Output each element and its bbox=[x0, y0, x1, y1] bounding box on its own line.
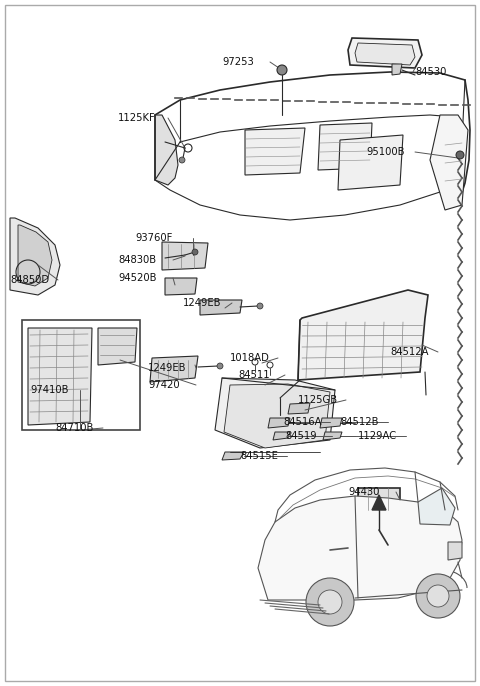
Text: 1249EB: 1249EB bbox=[148, 363, 187, 373]
Text: 1129AC: 1129AC bbox=[358, 431, 397, 441]
Polygon shape bbox=[392, 64, 402, 75]
Circle shape bbox=[416, 574, 460, 618]
Circle shape bbox=[217, 363, 223, 369]
Polygon shape bbox=[222, 452, 244, 460]
Polygon shape bbox=[418, 488, 455, 525]
Polygon shape bbox=[162, 242, 208, 270]
Text: 84830B: 84830B bbox=[118, 255, 156, 265]
Text: 94430: 94430 bbox=[348, 487, 379, 497]
Text: 84511: 84511 bbox=[238, 370, 270, 380]
Polygon shape bbox=[98, 328, 137, 365]
Text: 84530: 84530 bbox=[415, 67, 446, 77]
Text: 97420: 97420 bbox=[148, 380, 180, 390]
Polygon shape bbox=[150, 356, 198, 382]
Text: 84519: 84519 bbox=[285, 431, 317, 441]
Circle shape bbox=[306, 578, 354, 626]
Polygon shape bbox=[320, 418, 342, 428]
Circle shape bbox=[318, 590, 342, 614]
Polygon shape bbox=[298, 290, 428, 380]
Polygon shape bbox=[10, 218, 60, 295]
Text: 84710B: 84710B bbox=[55, 423, 94, 433]
Text: 84512A: 84512A bbox=[390, 347, 429, 357]
Polygon shape bbox=[348, 38, 422, 68]
Polygon shape bbox=[245, 128, 305, 175]
Polygon shape bbox=[358, 488, 400, 510]
Text: 84512B: 84512B bbox=[340, 417, 379, 427]
Polygon shape bbox=[258, 496, 462, 600]
Polygon shape bbox=[430, 115, 468, 210]
Polygon shape bbox=[372, 495, 386, 510]
Polygon shape bbox=[224, 384, 330, 448]
Polygon shape bbox=[318, 123, 372, 170]
Text: 97410B: 97410B bbox=[30, 385, 69, 395]
Text: 84850D: 84850D bbox=[10, 275, 49, 285]
Text: 94520B: 94520B bbox=[118, 273, 156, 283]
Circle shape bbox=[179, 157, 185, 163]
Polygon shape bbox=[273, 432, 290, 440]
Polygon shape bbox=[155, 115, 178, 185]
Circle shape bbox=[277, 65, 287, 75]
Text: 1125GB: 1125GB bbox=[298, 395, 338, 405]
Polygon shape bbox=[215, 378, 335, 448]
Polygon shape bbox=[200, 300, 242, 315]
Circle shape bbox=[257, 303, 263, 309]
Text: 93760F: 93760F bbox=[135, 233, 172, 243]
Circle shape bbox=[456, 151, 464, 159]
Polygon shape bbox=[28, 328, 92, 425]
Polygon shape bbox=[338, 135, 403, 190]
Polygon shape bbox=[18, 225, 52, 286]
Polygon shape bbox=[448, 542, 462, 560]
Text: 95100B: 95100B bbox=[366, 147, 405, 157]
Text: 1018AD: 1018AD bbox=[230, 353, 270, 363]
Text: 1125KF: 1125KF bbox=[118, 113, 156, 123]
Polygon shape bbox=[355, 43, 415, 65]
Polygon shape bbox=[323, 432, 342, 440]
Text: 1249EB: 1249EB bbox=[183, 298, 221, 308]
Polygon shape bbox=[268, 418, 290, 428]
Text: 84516A: 84516A bbox=[283, 417, 322, 427]
Polygon shape bbox=[165, 278, 197, 295]
Polygon shape bbox=[288, 403, 310, 414]
Circle shape bbox=[192, 249, 198, 255]
Text: 84515E: 84515E bbox=[240, 451, 278, 461]
Text: 97253: 97253 bbox=[222, 57, 254, 67]
Circle shape bbox=[427, 585, 449, 607]
